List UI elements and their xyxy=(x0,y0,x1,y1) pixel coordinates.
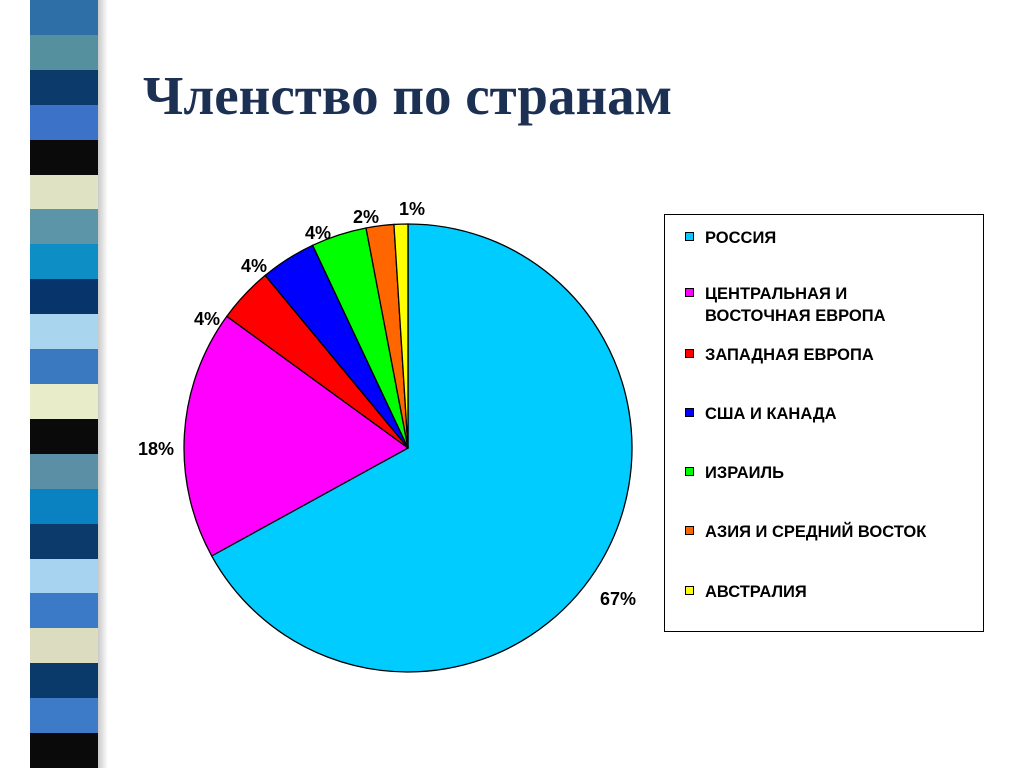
slice-data-label: 2% xyxy=(353,207,379,227)
legend-item: ИЗРАИЛЬ xyxy=(685,462,977,484)
stripe-band xyxy=(30,523,100,559)
slice-data-label: 4% xyxy=(305,223,331,243)
legend-swatch xyxy=(685,408,694,417)
legend-label: ЦЕНТРАЛЬНАЯ И ВОСТОЧНАЯ ЕВРОПА xyxy=(705,285,886,325)
stripe-band xyxy=(30,244,100,280)
stripe-band xyxy=(30,418,100,454)
legend-swatch xyxy=(685,232,694,241)
legend-label: АЗИЯ И СРЕДНИЙ ВОСТОК xyxy=(705,523,927,541)
stripe-band xyxy=(30,663,100,699)
stripe-band xyxy=(30,628,100,664)
legend-item: РОССИЯ xyxy=(685,227,977,249)
pie-slice xyxy=(210,223,633,673)
slice-data-label: 4% xyxy=(241,256,267,276)
legend-swatch xyxy=(685,586,694,595)
legend-swatch xyxy=(685,467,694,476)
stripe-band xyxy=(30,34,100,70)
stripe-band xyxy=(30,314,100,350)
stripe-band xyxy=(30,104,100,140)
legend-item: АЗИЯ И СРЕДНИЙ ВОСТОК xyxy=(685,521,977,543)
pie-slice xyxy=(183,315,410,557)
stripe-band xyxy=(30,384,100,419)
stripe-band xyxy=(30,209,100,245)
legend-swatch xyxy=(685,349,694,358)
stripe-band xyxy=(30,349,100,385)
stripe-band xyxy=(30,488,100,524)
stripe-band xyxy=(30,733,100,768)
slide-title: Членство по странам xyxy=(143,65,673,126)
stripe-band xyxy=(30,279,100,315)
stripe-band xyxy=(30,593,100,629)
legend-label: ЗАПАДНАЯ ЕВРОПА xyxy=(705,346,874,364)
legend-swatch xyxy=(685,288,694,297)
legend-item: ЗАПАДНАЯ ЕВРОПА xyxy=(685,344,977,366)
legend-item: США И КАНАДА xyxy=(685,403,977,425)
slice-data-label: 67% xyxy=(600,589,636,609)
legend-item: АВСТРАЛИЯ xyxy=(685,581,977,603)
stripe-band xyxy=(30,698,100,734)
stripe-band xyxy=(30,139,100,175)
legend-swatch xyxy=(685,526,694,535)
stripe-band xyxy=(30,558,100,594)
decorative-stripe xyxy=(30,0,100,768)
legend-item: ЦЕНТРАЛЬНАЯ И ВОСТОЧНАЯ ЕВРОПА xyxy=(685,283,977,327)
pie-slice xyxy=(393,223,409,449)
slice-data-label: 4% xyxy=(194,309,220,329)
slice-data-label: 1% xyxy=(399,199,425,219)
stripe-band xyxy=(30,453,100,489)
legend-label: ИЗРАИЛЬ xyxy=(705,464,784,482)
slice-data-label: 18% xyxy=(138,439,174,459)
stripe-band xyxy=(30,69,100,105)
chart-legend: РОССИЯ ЦЕНТРАЛЬНАЯ И ВОСТОЧНАЯ ЕВРОПА ЗАПА… xyxy=(664,214,984,632)
stripe-band xyxy=(30,0,100,35)
legend-label: США И КАНАДА xyxy=(705,405,837,423)
legend-label: РОССИЯ xyxy=(705,229,777,247)
stripe-band xyxy=(30,174,100,210)
stripe-shadow xyxy=(98,0,108,768)
legend-label: АВСТРАЛИЯ xyxy=(705,583,807,601)
